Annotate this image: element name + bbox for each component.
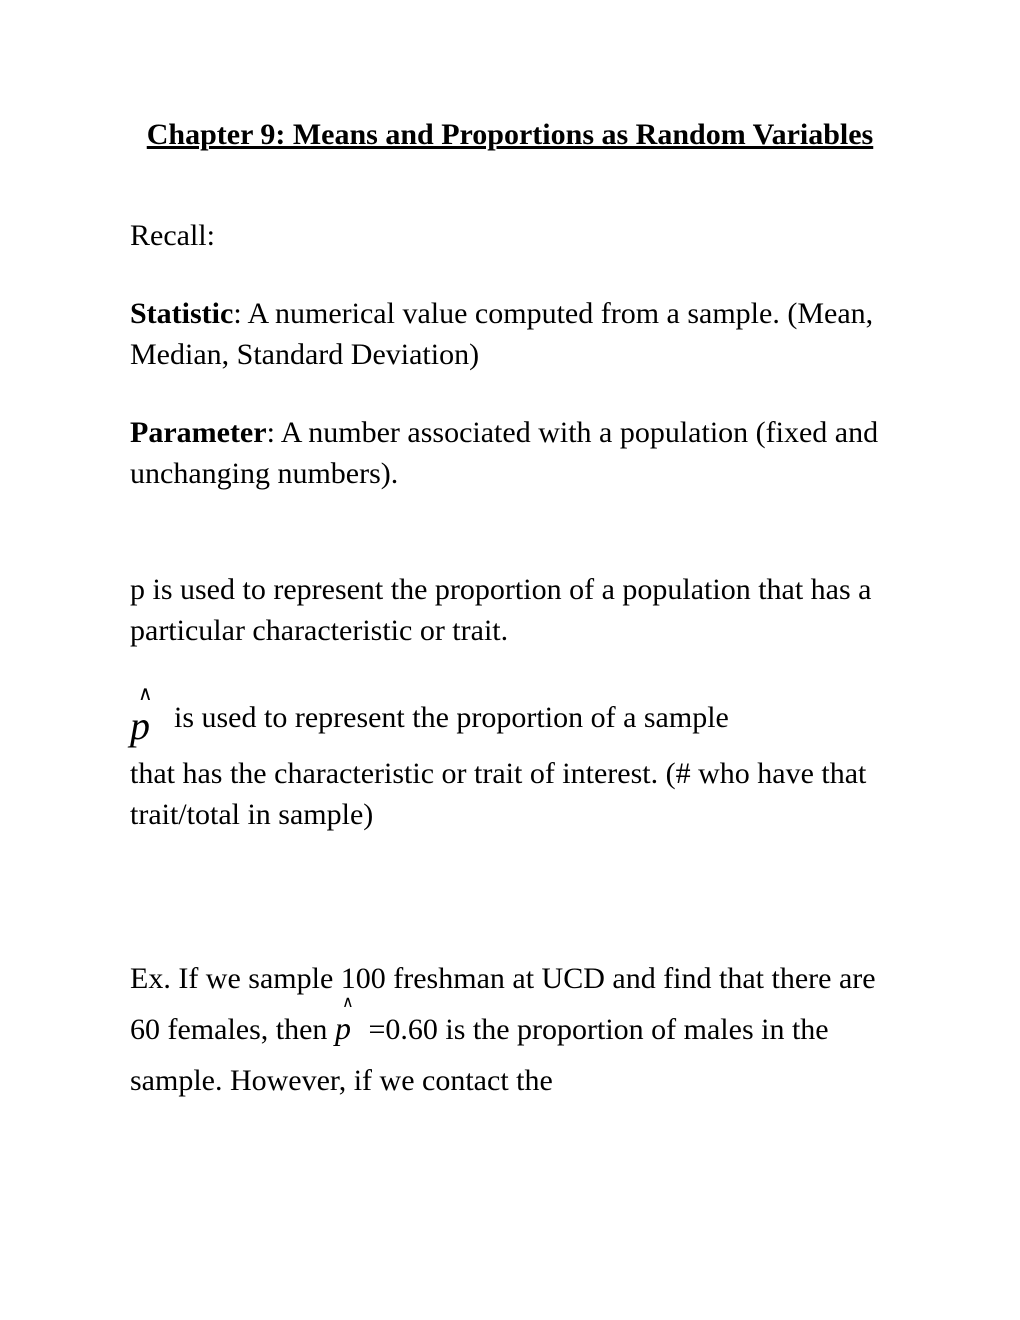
p-description: p is used to represent the proportion of…	[130, 570, 890, 651]
statistic-paragraph: Statistic: A numerical value computed fr…	[130, 294, 890, 375]
statistic-label: Statistic	[130, 297, 233, 330]
chapter-title: Chapter 9: Means and Proportions as Rand…	[130, 115, 890, 156]
p-letter: p	[130, 699, 150, 753]
p-letter: p	[335, 1001, 351, 1055]
recall-label: Recall:	[130, 216, 890, 257]
p-hat-symbol-inline: ∧p	[335, 1007, 361, 1039]
statistic-text: : A numerical value computed from a samp…	[130, 297, 873, 371]
phat-description-line2: that has the characteristic or trait of …	[130, 754, 890, 835]
spacer	[130, 532, 890, 570]
page-content: Chapter 9: Means and Proportions as Rand…	[130, 115, 890, 1106]
phat-description-line1: ∧ p is used to represent the proportion …	[130, 689, 890, 744]
p-hat-symbol: ∧ p	[130, 689, 164, 744]
parameter-label: Parameter	[130, 416, 267, 449]
example-paragraph: Ex. If we sample 100 freshman at UCD and…	[130, 953, 890, 1106]
phat-text-line1: is used to represent the proportion of a…	[174, 694, 729, 739]
parameter-paragraph: Parameter: A number associated with a po…	[130, 413, 890, 494]
spacer	[130, 873, 890, 953]
